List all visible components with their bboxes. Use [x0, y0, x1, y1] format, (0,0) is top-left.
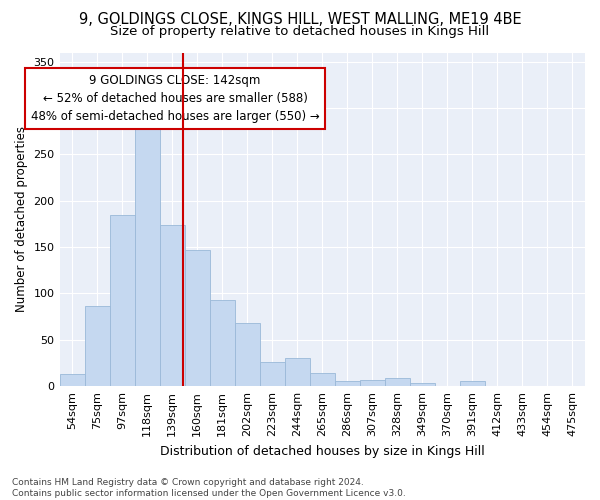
- Y-axis label: Number of detached properties: Number of detached properties: [15, 126, 28, 312]
- Text: 9 GOLDINGS CLOSE: 142sqm
← 52% of detached houses are smaller (588)
48% of semi-: 9 GOLDINGS CLOSE: 142sqm ← 52% of detach…: [31, 74, 320, 123]
- Bar: [110, 214, 134, 386]
- Bar: [410, 384, 435, 386]
- Bar: [285, 358, 310, 386]
- Bar: [385, 378, 410, 386]
- Text: 9, GOLDINGS CLOSE, KINGS HILL, WEST MALLING, ME19 4BE: 9, GOLDINGS CLOSE, KINGS HILL, WEST MALL…: [79, 12, 521, 28]
- X-axis label: Distribution of detached houses by size in Kings Hill: Distribution of detached houses by size …: [160, 444, 485, 458]
- Text: Size of property relative to detached houses in Kings Hill: Size of property relative to detached ho…: [110, 25, 490, 38]
- Bar: [160, 225, 185, 386]
- Bar: [185, 250, 209, 386]
- Bar: [260, 362, 285, 386]
- Bar: [335, 380, 360, 386]
- Bar: [59, 374, 85, 386]
- Bar: [209, 300, 235, 386]
- Bar: [85, 306, 110, 386]
- Bar: [460, 380, 485, 386]
- Text: Contains HM Land Registry data © Crown copyright and database right 2024.
Contai: Contains HM Land Registry data © Crown c…: [12, 478, 406, 498]
- Bar: [360, 380, 385, 386]
- Bar: [310, 373, 335, 386]
- Bar: [235, 323, 260, 386]
- Bar: [134, 118, 160, 386]
